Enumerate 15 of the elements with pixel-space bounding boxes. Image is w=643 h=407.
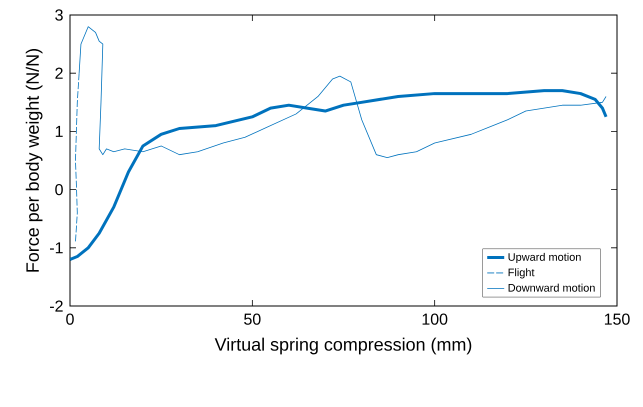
- y-axis-title: Force per body weight (N/N): [26, 49, 42, 272]
- y-tick-label: 2: [55, 68, 63, 79]
- legend-label: Upward motion: [508, 252, 581, 264]
- y-tick-label: 1: [56, 126, 63, 137]
- x-tick-label: 0: [66, 314, 74, 325]
- y-tick-label: -1: [50, 242, 63, 254]
- x-tick-label: 100: [422, 314, 448, 325]
- x-tick-label: 150: [604, 314, 630, 325]
- x-axis-title: Virtual spring compression (mm): [214, 338, 472, 354]
- legend-label: Flight: [508, 268, 534, 278]
- y-tick-label: -2: [50, 300, 63, 312]
- x-tick-label: 50: [244, 314, 261, 325]
- y-tick-label: 0: [55, 184, 63, 196]
- y-tick-label: 3: [55, 9, 63, 21]
- legend-label: Downward motion: [508, 284, 595, 292]
